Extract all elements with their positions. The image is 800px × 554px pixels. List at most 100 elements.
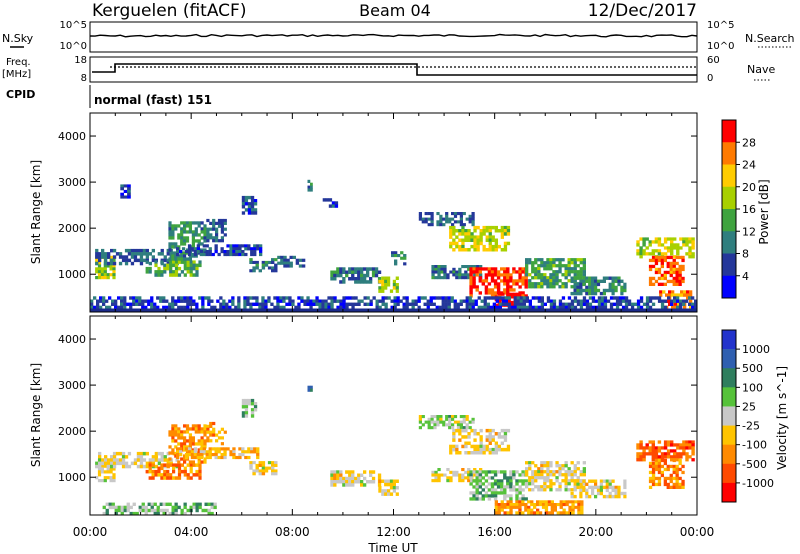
power-colorbar-color-swatch bbox=[722, 275, 736, 299]
time-tick-label: 00:00 bbox=[73, 525, 108, 539]
velocity-ytick-label: 4000 bbox=[58, 333, 86, 346]
velocity-patch bbox=[176, 447, 260, 460]
velocity-patch bbox=[648, 458, 685, 489]
power-colorbar-tick-label: 12 bbox=[742, 225, 756, 238]
velocity-patch bbox=[525, 461, 586, 492]
freq-left-tick-top: 18 bbox=[74, 55, 87, 66]
power-ytick-label: 2000 bbox=[58, 222, 86, 235]
power-colorbar-tick-label: 4 bbox=[742, 270, 749, 283]
power-patch bbox=[648, 255, 685, 286]
power-ylabel: Slant Range [km] bbox=[29, 160, 43, 264]
velocity-heatmap bbox=[95, 385, 695, 516]
velocity-ytick-label: 3000 bbox=[58, 379, 86, 392]
power-patch bbox=[249, 258, 278, 273]
velocity-colorbar-color-swatch bbox=[722, 387, 736, 407]
freq-line bbox=[92, 63, 697, 76]
power-patch bbox=[145, 260, 202, 277]
power-colorbar-tick-label: 24 bbox=[742, 159, 756, 172]
power-patch bbox=[176, 244, 263, 257]
velocity-colorbar-color-swatch bbox=[722, 444, 736, 465]
cpid-text: normal (fast) 151 bbox=[94, 93, 212, 107]
power-patch bbox=[307, 179, 313, 192]
velocity-colorbar-tick-label: -100 bbox=[742, 439, 767, 452]
power-patch bbox=[322, 198, 339, 208]
velocity-patch bbox=[418, 415, 475, 430]
power-ytick-label: 4000 bbox=[58, 130, 86, 143]
power-colorbar-tick-label: 16 bbox=[742, 203, 756, 216]
power-colorbar-color-swatch bbox=[722, 142, 736, 165]
station-title: Kerguelen (fitACF) bbox=[92, 1, 246, 21]
velocity-patch bbox=[102, 502, 217, 516]
velocity-patch bbox=[330, 470, 382, 487]
power-patch bbox=[449, 225, 511, 252]
noise-left-tick-top: 10^5 bbox=[60, 20, 87, 31]
time-tick-label: 20:00 bbox=[579, 525, 614, 539]
freq-panel-frame bbox=[89, 56, 698, 83]
velocity-colorbar-tick-label: 500 bbox=[742, 362, 763, 375]
power-colorbar-color-swatch bbox=[722, 209, 736, 232]
power-patch bbox=[120, 184, 131, 199]
power-heatmap bbox=[90, 179, 698, 313]
power-axes: 4000 3000 2000 1000 bbox=[58, 113, 698, 312]
power-patch bbox=[469, 267, 528, 298]
power-colorbar-label: Power [dB] bbox=[757, 179, 771, 244]
velocity-colorbar-color-swatch bbox=[722, 349, 736, 369]
noise-sky-label: N.Sky bbox=[2, 32, 34, 45]
velocity-colorbar-tick-label: -500 bbox=[742, 458, 767, 471]
power-patch bbox=[525, 258, 586, 289]
time-axis-label: Time UT bbox=[367, 541, 418, 554]
cpid-label: CPID bbox=[6, 88, 35, 101]
power-patch bbox=[330, 267, 382, 284]
time-tick-label: 12:00 bbox=[376, 525, 411, 539]
time-tick-label: 00:00 bbox=[680, 525, 715, 539]
velocity-colorbar-color-swatch bbox=[722, 425, 736, 445]
velocity-colorbar-tick-label: -25 bbox=[742, 420, 760, 433]
beam-title: Beam 04 bbox=[359, 1, 431, 20]
power-patch bbox=[206, 218, 227, 243]
freq-label-line1: Freq. bbox=[6, 57, 31, 68]
power-colorbar-color-swatch bbox=[722, 253, 736, 277]
velocity-colorbar-tick-label: 100 bbox=[742, 381, 763, 394]
power-ytick-label: 3000 bbox=[58, 176, 86, 189]
power-colorbar: 28 24 20 16 12 8 4 bbox=[721, 119, 756, 299]
velocity-colorbar-color-swatch bbox=[722, 368, 736, 388]
power-colorbar-tick-label: 8 bbox=[742, 248, 749, 261]
date-title: 12/Dec/2017 bbox=[588, 1, 697, 21]
noise-right-tick-top: 10^5 bbox=[707, 20, 734, 31]
velocity-patch bbox=[469, 470, 528, 501]
velocity-axes: 4000 3000 2000 1000 bbox=[58, 316, 698, 515]
freq-right-tick-top: 60 bbox=[707, 55, 720, 66]
velocity-colorbar-tick-label: 1000 bbox=[742, 343, 770, 356]
time-tick-label: 08:00 bbox=[275, 525, 310, 539]
noise-right-tick-bottom: 10^0 bbox=[707, 41, 734, 52]
velocity-colorbar: 1000 500 100 25 -25 -100 -500 -1000 bbox=[721, 329, 774, 503]
power-colorbar-tick-label: 28 bbox=[742, 136, 756, 149]
freq-label-line2: [MHz] bbox=[2, 69, 31, 80]
velocity-patch bbox=[241, 398, 258, 418]
velocity-patch bbox=[206, 421, 227, 446]
velocity-ytick-label: 1000 bbox=[58, 471, 86, 484]
power-colorbar-color-swatch bbox=[722, 120, 736, 143]
power-colorbar-color-swatch bbox=[722, 186, 736, 210]
velocity-patch bbox=[636, 440, 695, 462]
velocity-ytick-label: 2000 bbox=[58, 425, 86, 438]
power-colorbar-color-swatch bbox=[722, 231, 736, 254]
power-colorbar-tick-label: 20 bbox=[742, 181, 756, 194]
velocity-patch bbox=[249, 461, 278, 476]
velocity-ylabel: Slant Range [km] bbox=[29, 363, 43, 467]
time-tick-label: 04:00 bbox=[174, 525, 209, 539]
time-axis: 00:00 04:00 08:00 12:00 16:00 20:00 00:00 bbox=[73, 525, 715, 539]
velocity-colorbar-color-swatch bbox=[722, 463, 736, 484]
freq-right-tick-bottom: 0 bbox=[707, 73, 713, 84]
time-tick-label: 16:00 bbox=[477, 525, 512, 539]
nave-label: Nave bbox=[747, 63, 775, 76]
power-patch bbox=[636, 237, 695, 259]
noise-search-label: N.Search bbox=[745, 32, 795, 45]
freq-left-tick-bottom: 8 bbox=[81, 73, 87, 84]
velocity-patch bbox=[307, 385, 313, 392]
velocity-colorbar-color-swatch bbox=[722, 482, 736, 503]
power-patch bbox=[391, 251, 407, 266]
velocity-patch bbox=[449, 428, 511, 455]
power-patch bbox=[277, 255, 306, 268]
